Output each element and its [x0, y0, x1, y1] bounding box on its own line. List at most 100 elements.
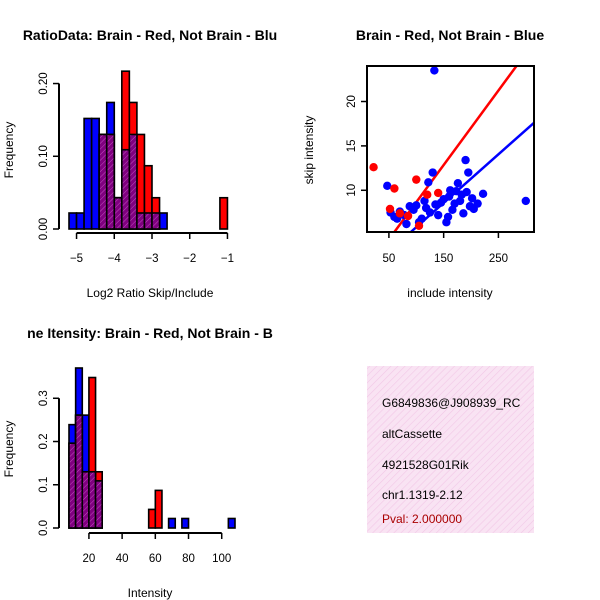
ratio-histogram-xlabel: Log2 Ratio Skip/Include	[87, 286, 214, 300]
info-pval: Pval: 2.000000	[382, 512, 462, 526]
intensity-scatter-point-brain	[423, 190, 432, 199]
intensity-scatter-point-notbrain	[428, 168, 437, 177]
ratio-histogram-bar-overlap	[121, 148, 131, 230]
intensity-scatter-point-notbrain	[461, 155, 470, 165]
intensity-scatter-point-notbrain	[433, 210, 443, 220]
ratio-histogram-bar-notbrain	[75, 212, 85, 230]
ratio-histogram-x-tick-label: −2	[183, 253, 196, 265]
intensity-scatter-plot-frame	[366, 65, 535, 233]
intensity-scatter-point-notbrain	[412, 201, 421, 210]
info-line-location: chr1.1319-2.12	[382, 488, 463, 502]
info-line-event-type: altCassette	[382, 427, 442, 441]
info-line-probe-id: G6849836@J908939_RC	[382, 396, 521, 410]
intensity-scatter-point-notbrain	[462, 187, 471, 197]
ratio-histogram-title: RatioData: Brain - Red, Not Brain - Blu	[23, 27, 277, 43]
intensity-scatter-x-tick-label: 50	[383, 253, 396, 265]
intensity-scatter-plot-area	[369, 66, 534, 232]
ratio-histogram-panel: RatioData: Brain - Red, Not Brain - Blu …	[2, 27, 277, 300]
intensity-histogram-x-tick-label: 60	[149, 553, 162, 565]
ratio-histogram-bar-notbrain	[158, 212, 168, 230]
intensity-histogram-bar-brain	[147, 508, 157, 529]
intensity-histogram-bar-brain	[154, 489, 163, 529]
intensity-scatter-point-brain	[433, 188, 443, 198]
intensity-scatter-point-notbrain	[402, 219, 411, 229]
ratio-histogram-x-tick-label: −3	[145, 253, 158, 265]
ratio-histogram-bar-notbrain	[68, 212, 78, 230]
intensity-histogram-bar-overlap	[88, 470, 97, 529]
ratio-histogram-bar-overlap	[98, 133, 108, 230]
intensity-scatter-point-brain	[395, 209, 405, 218]
intensity-histogram-bar-overlap	[94, 480, 103, 529]
ratio-histogram-y-tick-label: 0.20	[38, 72, 50, 94]
ratio-histogram-ylabel: Frequency	[2, 122, 16, 179]
info-panel: G6849836@J908939_RC altCassette 4921528G…	[367, 366, 534, 533]
ratio-histogram-bar-overlap	[105, 133, 116, 230]
ratio-histogram-bar-brain	[219, 196, 229, 230]
ratio-histogram-axes: −5 −4 −3 −2 −1 0.00 0.10 0.20	[38, 72, 234, 265]
intensity-histogram-bar-overlap	[68, 442, 77, 529]
intensity-scatter-xlabel: include intensity	[407, 286, 492, 300]
intensity-scatter-point-notbrain	[444, 192, 454, 201]
intensity-histogram-bar-overlap	[81, 470, 90, 529]
info-line-gene: 4921528G01Rik	[382, 458, 470, 472]
ratio-histogram-bar-overlap	[113, 196, 123, 230]
intensity-histogram-bar-notbrain	[227, 517, 236, 529]
ratio-histogram-bar-notbrain	[90, 117, 100, 230]
intensity-scatter-point-brain	[412, 175, 421, 184]
intensity-histogram-xlabel: Intensity	[128, 586, 173, 600]
intensity-scatter-point-notbrain	[417, 214, 426, 223]
ratio-histogram-bar-overlap	[143, 212, 153, 230]
intensity-scatter-y-tick-label: 20	[346, 95, 358, 108]
ratio-histogram-x-tick-label: −1	[221, 253, 234, 265]
intensity-histogram-title: ne Itensity: Brain - Red, Not Brain - B	[27, 325, 273, 341]
ratio-histogram-bar-overlap	[136, 212, 146, 230]
ratio-histogram-bar-notbrain	[83, 117, 93, 230]
intensity-scatter-point-brain	[403, 211, 413, 221]
intensity-scatter-point-notbrain	[430, 66, 439, 75]
intensity-scatter-y-tick-label: 15	[346, 139, 358, 152]
intensity-scatter-point-notbrain	[521, 196, 530, 206]
intensity-scatter-marks	[369, 66, 534, 232]
intensity-histogram-bar-notbrain	[167, 517, 177, 529]
ratio-histogram-y-tick-label: 0.00	[38, 218, 50, 240]
intensity-scatter-title: Brain - Red, Not Brain - Blue	[356, 27, 544, 43]
intensity-histogram-y-tick-label: 0.3	[38, 390, 50, 406]
intensity-scatter-ylabel: skip intensity	[302, 116, 316, 185]
intensity-scatter-point-notbrain	[459, 209, 468, 218]
intensity-histogram-x-tick-label: 80	[182, 553, 195, 565]
intensity-histogram-y-tick-label: 0.0	[38, 520, 50, 536]
intensity-histogram-axes: 20 40 60 80 100 0.0 0.1 0.2 0.3	[38, 390, 231, 565]
intensity-scatter-point-brain	[390, 184, 399, 193]
intensity-histogram-bars	[68, 367, 236, 529]
intensity-scatter-point-notbrain	[453, 178, 463, 188]
intensity-histogram-bar-overlap	[74, 414, 84, 529]
intensity-scatter-point-notbrain	[424, 178, 433, 187]
intensity-scatter-x-tick-label: 250	[489, 253, 508, 265]
intensity-scatter-point-brain	[369, 162, 378, 172]
intensity-scatter-point-brain	[385, 204, 395, 214]
intensity-histogram-y-tick-label: 0.2	[38, 434, 50, 450]
intensity-histogram-x-tick-label: 40	[116, 553, 129, 565]
intensity-histogram-ylabel: Frequency	[2, 421, 16, 478]
ratio-histogram-x-tick-label: −5	[70, 253, 83, 265]
intensity-scatter-axes: 50 150 250 10 15 20	[346, 65, 535, 265]
ratio-histogram-x-tick-label: −4	[108, 253, 122, 265]
intensity-histogram-x-tick-label: 100	[212, 553, 231, 565]
intensity-scatter-panel: Brain - Red, Not Brain - Blue 50 150 250 10…	[302, 27, 544, 300]
intensity-scatter-point-notbrain	[473, 199, 482, 208]
ratio-histogram-y-tick-label: 0.10	[38, 145, 50, 167]
intensity-histogram-y-tick-label: 0.1	[38, 477, 50, 493]
ratio-histogram-bar-overlap	[128, 133, 138, 230]
info-panel-background	[367, 366, 534, 533]
intensity-histogram-bar-notbrain	[181, 517, 190, 529]
intensity-scatter-y-tick-label: 10	[346, 184, 358, 197]
ratio-histogram-bar-overlap	[151, 212, 161, 230]
intensity-scatter-x-tick-label: 150	[434, 253, 453, 265]
intensity-scatter-point-notbrain	[383, 181, 392, 191]
intensity-scatter-point-notbrain	[467, 194, 477, 203]
ratio-histogram-bars	[68, 70, 229, 230]
intensity-histogram-x-tick-label: 20	[83, 553, 96, 565]
intensity-scatter-point-notbrain	[464, 168, 473, 177]
intensity-histogram-panel: ne Itensity: Brain - Red, Not Brain - B …	[2, 325, 273, 600]
